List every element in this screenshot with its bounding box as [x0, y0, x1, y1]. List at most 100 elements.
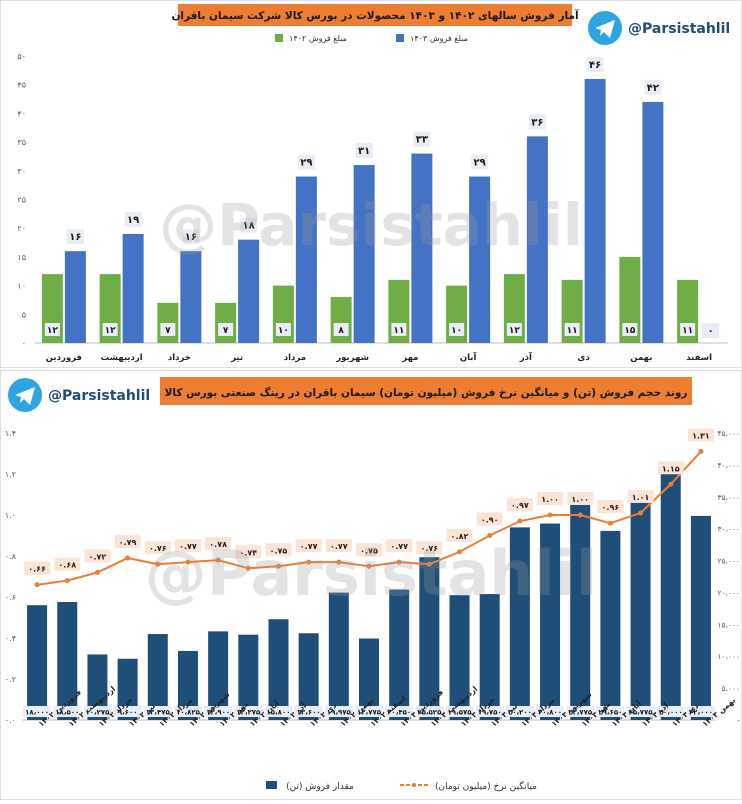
data-label-1402: ۱۲	[47, 326, 58, 336]
x-tick-label: اسفند	[686, 353, 712, 363]
price-point	[396, 559, 402, 565]
data-label-1403: ۴۲	[647, 83, 659, 94]
label-box-1402	[506, 323, 522, 336]
x-tick-label: اردیبهشت	[101, 353, 143, 363]
y-tick-label: ۳۵	[17, 138, 26, 147]
data-label-1403: ۳۱	[358, 146, 370, 157]
x-tick-label: مرداد	[284, 353, 306, 363]
bar-volume	[117, 658, 138, 720]
price-point	[457, 549, 463, 555]
price-label-box	[537, 492, 564, 505]
bar-volume	[328, 592, 349, 720]
label-box-1402	[680, 323, 696, 336]
bar-1403	[642, 101, 664, 343]
price-data-label: ۰.۷۹	[119, 538, 137, 547]
bar-volume	[359, 638, 379, 720]
label-box-1403	[124, 211, 142, 227]
label-box-1403	[182, 229, 200, 245]
volume-data-label: ۳۰،۸۰۰	[538, 709, 562, 717]
data-label-1403: ۱۹	[127, 215, 139, 226]
y-tick-label: ۴۵	[17, 81, 26, 90]
price-point	[487, 533, 493, 538]
x-tick-label: شهریور	[335, 353, 369, 363]
price-label-box	[24, 561, 51, 575]
volume-data-label: ۱۸،۵۰۰	[55, 709, 79, 717]
data-label-1403: ۱۶	[69, 232, 81, 243]
y-right-tick-label: ۴۵،۰۰۰	[717, 429, 740, 438]
price-data-label: ۱.۱۵	[662, 464, 680, 473]
label-box-1402	[564, 323, 580, 336]
y-left-tick-label: ۰.۰	[5, 716, 16, 725]
y-tick-label: ۳۰	[17, 167, 26, 176]
price-point	[426, 561, 432, 567]
bar-1402	[215, 302, 237, 343]
price-data-label: ۰.۷۷	[300, 542, 318, 551]
chart2-line: ۰.۶۶ ۰.۶۸ ۰.۷۲ ۰.۷۹ ۰.۷۶ ۰.۷۷ ۰.۷۸ ۰.۷۴ ۰.۷۵ ۰.۷۷…	[24, 428, 714, 588]
price-point	[547, 512, 553, 518]
x-tick-label: بهمن	[630, 353, 652, 363]
bar-1402	[619, 256, 641, 343]
volume-label-box	[234, 706, 263, 717]
bar-1403	[64, 251, 86, 343]
label-box-1403	[471, 154, 489, 170]
y-left-tick-label: ۰.۴	[5, 634, 16, 643]
label-box-1402	[449, 323, 465, 336]
y-tick-label: ۱۵	[17, 253, 26, 262]
legend-swatch-1403	[396, 34, 404, 42]
price-point	[215, 557, 221, 563]
price-label-box	[114, 535, 141, 549]
x-tick-label: دی	[578, 353, 591, 363]
y-right-tick-label: ۲۵،۰۰۰	[717, 557, 740, 566]
x-tick-label: تیر	[230, 353, 243, 363]
volume-label-box	[143, 706, 172, 717]
volume-data-label: ۳۵،۷۷۵	[629, 709, 654, 717]
legend-swatch-1402	[275, 34, 283, 42]
bar-volume	[27, 605, 48, 720]
bar-volume	[419, 557, 440, 720]
price-point	[34, 582, 40, 588]
price-data-label: ۰.۹۰	[481, 516, 499, 525]
volume-label-box	[656, 706, 685, 717]
bar-volume	[57, 602, 78, 720]
bar-volume	[479, 594, 500, 720]
volume-label-box	[566, 706, 595, 717]
label-box-1403	[413, 131, 431, 147]
label-box-1402	[333, 323, 349, 336]
price-label-box	[567, 492, 594, 505]
y-right-tick-label: -	[737, 716, 740, 725]
price-point	[577, 512, 583, 518]
y-right-tick-label: ۱۰،۰۰۰	[717, 652, 740, 661]
label-box-1403	[297, 154, 315, 170]
price-data-label: ۰.۷۷	[330, 542, 348, 551]
volume-label-box	[415, 706, 444, 717]
price-label-box	[687, 428, 714, 442]
price-point	[607, 520, 613, 526]
label-box-1402	[102, 323, 118, 336]
volume-data-label: ۱۹،۷۵۰	[478, 709, 502, 717]
y-tick-label: ۰	[22, 339, 26, 348]
y-tick-label: ۱۰	[17, 282, 26, 291]
bar-volume	[509, 527, 530, 720]
label-box-1402	[218, 323, 234, 336]
price-label-box	[416, 541, 443, 555]
data-label-1402: ۱۰	[278, 326, 289, 336]
volume-label-box	[505, 706, 534, 717]
price-point	[366, 563, 372, 569]
sales-comparison-chart: آمار فروش سالهای ۱۴۰۲ و ۱۴۰۳ محصولات در …	[0, 0, 742, 369]
price-point	[638, 510, 644, 516]
label-box-1403	[528, 114, 546, 130]
price-data-label: ۰.۹۷	[511, 501, 529, 510]
data-label-1402: ۱۲	[105, 326, 116, 336]
volume-label-box	[264, 706, 293, 717]
volume-label-box	[536, 706, 565, 717]
y-left-tick-label: ۱.۴	[5, 429, 16, 438]
volume-label-box	[445, 706, 474, 717]
data-label-1403: ۴۶	[589, 60, 601, 71]
label-box-1403	[586, 56, 604, 72]
price-point	[306, 559, 312, 565]
volume-label-box	[596, 706, 625, 717]
channel-handle-2: @Parsistahlil	[48, 388, 150, 404]
price-label-box	[627, 489, 654, 503]
label-box-1403	[644, 79, 662, 95]
volume-data-label: ۱۳،۹۰۰	[206, 709, 230, 717]
